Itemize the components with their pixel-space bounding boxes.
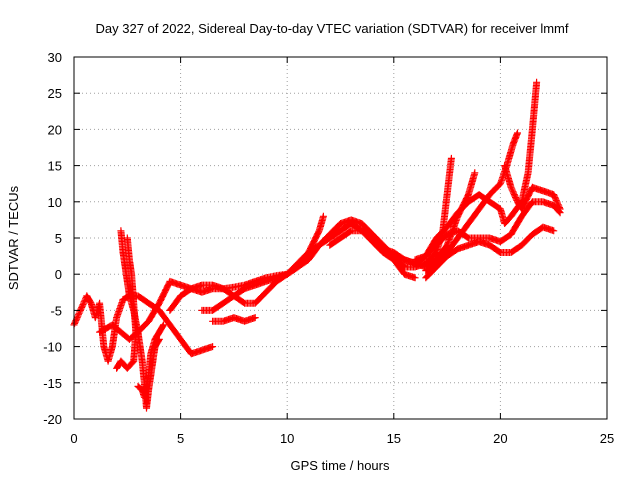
y-tick-label: 15: [48, 159, 62, 174]
chart-title: Day 327 of 2022, Sidereal Day-to-day VTE…: [96, 21, 569, 36]
point-marks: [113, 234, 140, 372]
x-axis-ticks: 0 5 10 15 20 25: [70, 57, 614, 446]
point-marks: [117, 227, 163, 412]
x-axis-label: GPS time / hours: [291, 458, 390, 473]
x-tick-label: 0: [70, 431, 77, 446]
y-tick-label: 0: [55, 267, 62, 282]
series-arc2: [96, 212, 327, 343]
series-arc3: [117, 227, 163, 412]
y-tick-label: 30: [48, 50, 62, 65]
point-marks: [411, 78, 541, 264]
y-tick-label: 20: [48, 122, 62, 137]
y-tick-label: -20: [43, 412, 62, 427]
point-marks: [401, 198, 564, 267]
y-axis-ticks: -20 -15 -10 -5 0 5 10 15 20 25 30: [43, 50, 607, 427]
series-arc5: [134, 321, 167, 401]
y-axis-label: SDTVAR / TECUs: [6, 185, 21, 290]
point-marks: [422, 223, 558, 282]
data-points: [70, 78, 564, 412]
x-tick-label: 5: [177, 431, 184, 446]
x-tick-label: 20: [493, 431, 507, 446]
series-arc14: [501, 162, 564, 213]
series-arc13: [422, 223, 558, 282]
point-marks: [209, 314, 259, 325]
point-marks: [501, 162, 564, 213]
series-arc12: [401, 198, 564, 267]
y-tick-label: -10: [43, 340, 62, 355]
series-arc4: [113, 234, 140, 372]
point-marks: [96, 212, 327, 343]
y-tick-label: 10: [48, 195, 62, 210]
y-tick-label: -5: [50, 303, 62, 318]
x-tick-label: 10: [280, 431, 294, 446]
series-arc11: [411, 78, 541, 264]
point-marks: [134, 321, 167, 401]
y-tick-label: 5: [55, 231, 62, 246]
grid-lines: [74, 57, 607, 419]
y-tick-label: -15: [43, 376, 62, 391]
x-tick-label: 25: [600, 431, 614, 446]
y-tick-label: 25: [48, 86, 62, 101]
series-arc8: [209, 314, 259, 325]
x-tick-label: 15: [387, 431, 401, 446]
